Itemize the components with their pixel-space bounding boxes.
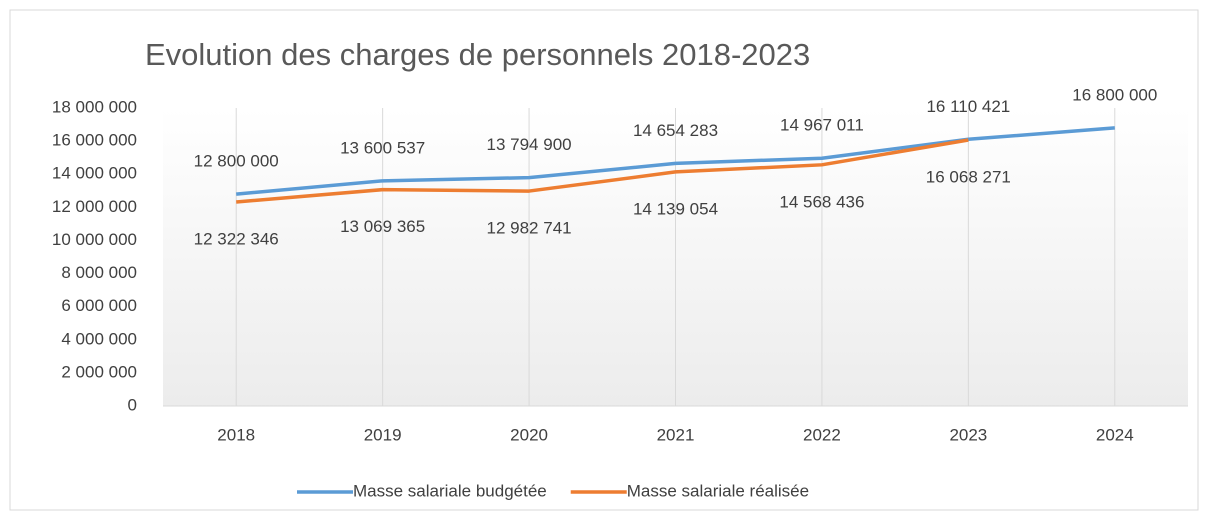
x-tick-label: 2024 [1096, 425, 1134, 444]
legend-label: Masse salariale réalisée [627, 481, 809, 500]
data-label: 16 068 271 [926, 167, 1011, 186]
data-label: 14 654 283 [633, 121, 718, 140]
x-tick-label: 2019 [364, 425, 402, 444]
y-tick-label: 6 000 000 [61, 296, 137, 315]
y-tick-label: 2 000 000 [61, 362, 137, 381]
y-tick-label: 4 000 000 [61, 329, 137, 348]
series-line [236, 138, 969, 204]
data-label: 13 794 900 [487, 135, 572, 154]
x-tick-label: 2020 [510, 425, 548, 444]
data-label: 13 069 365 [340, 217, 425, 236]
y-tick-label: 16 000 000 [52, 131, 137, 150]
data-label: 16 110 421 [926, 97, 1010, 116]
y-tick-label: 12 000 000 [52, 197, 137, 216]
data-label: 14 568 436 [779, 192, 864, 211]
x-tick-label: 2021 [657, 425, 695, 444]
y-tick-label: 10 000 000 [52, 230, 137, 249]
data-label: 12 322 346 [194, 229, 279, 248]
data-label: 14 139 054 [633, 199, 718, 218]
data-label: 14 967 011 [780, 116, 864, 135]
data-label: 12 800 000 [194, 152, 279, 171]
y-tick-label: 18 000 000 [52, 97, 137, 116]
y-tick-label: 0 [128, 395, 137, 414]
legend-label: Masse salariale budgétée [353, 481, 547, 500]
x-tick-label: 2023 [949, 425, 987, 444]
x-tick-label: 2022 [803, 425, 841, 444]
data-label: 12 982 741 [487, 219, 572, 238]
y-tick-label: 8 000 000 [61, 263, 137, 282]
y-tick-label: 14 000 000 [52, 164, 137, 183]
series-line [236, 126, 1115, 196]
data-label: 16 800 000 [1072, 85, 1157, 104]
chart-title: Evolution des charges de personnels 2018… [145, 37, 810, 72]
x-tick-label: 2018 [217, 425, 255, 444]
data-label: 13 600 537 [340, 138, 425, 157]
